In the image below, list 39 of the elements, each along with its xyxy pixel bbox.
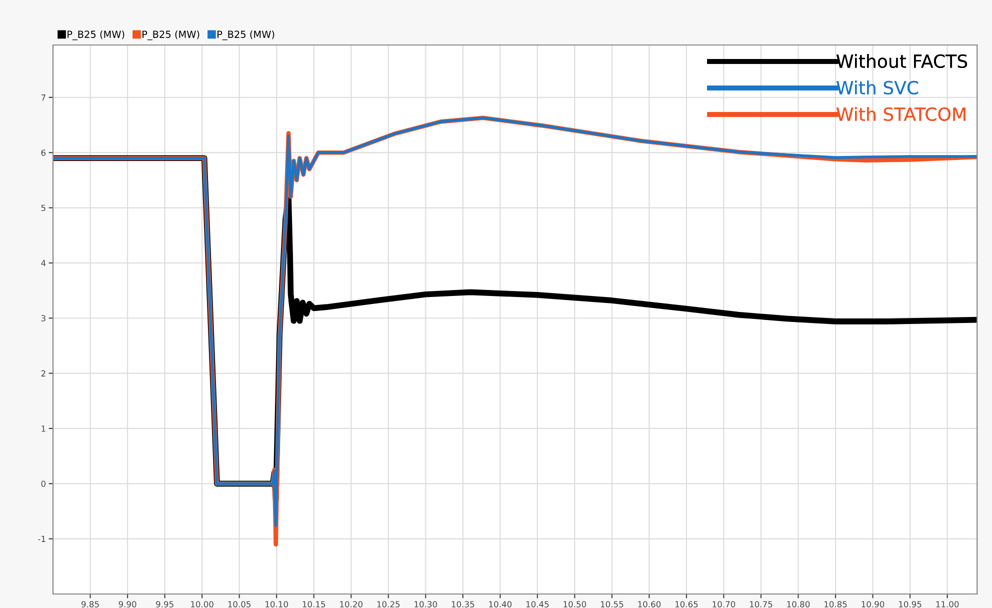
x-tick-label: 10.50 bbox=[564, 601, 586, 608]
x-tick-label: 10.60 bbox=[638, 601, 661, 608]
x-tick-label: 11.00 bbox=[936, 601, 959, 608]
x-tick-label: 10.00 bbox=[191, 601, 214, 608]
x-tick-label: 10.55 bbox=[600, 601, 624, 608]
y-tick-label: 0 bbox=[41, 480, 46, 487]
legend-label: P_B25 (MW) bbox=[142, 30, 200, 40]
x-tick-label: 10.20 bbox=[340, 601, 362, 608]
y-tick-label: 2 bbox=[41, 370, 46, 376]
y-tick-label: 1 bbox=[42, 426, 46, 432]
x-tick-label: 10.30 bbox=[414, 601, 438, 608]
y-tick-label: 4 bbox=[41, 260, 46, 266]
annotation: With SVC bbox=[836, 80, 918, 95]
x-tick-label: 10.40 bbox=[489, 601, 512, 608]
legend-label: P_B25 (MW) bbox=[218, 30, 274, 40]
x-tick-label: 10.25 bbox=[377, 601, 400, 608]
annotation: Without FACTS bbox=[836, 54, 968, 68]
y-tick-label: 5 bbox=[41, 204, 46, 212]
x-tick-label: 10.70 bbox=[712, 601, 736, 608]
x-tick-label: 10.45 bbox=[526, 601, 549, 608]
x-tick-label: 10.10 bbox=[266, 601, 288, 608]
x-tick-label: 10.05 bbox=[228, 601, 251, 608]
annotation: With STATCOM bbox=[836, 107, 966, 122]
y-tick-label: 6 bbox=[41, 150, 46, 156]
x-tick-label: 10.90 bbox=[862, 601, 884, 608]
y-tick-label: 3 bbox=[41, 315, 46, 322]
legend-label: P_B25 (MW) bbox=[68, 30, 124, 40]
x-tick-label: 10.95 bbox=[899, 601, 922, 608]
y-tick-label: -1 bbox=[38, 536, 46, 542]
x-tick-label: 10.80 bbox=[787, 601, 810, 608]
x-tick-label: 10.85 bbox=[824, 601, 847, 608]
y-tick-label: 7 bbox=[41, 94, 46, 101]
x-tick-label: 9.90 bbox=[118, 601, 136, 608]
x-tick-label: 10.15 bbox=[302, 601, 326, 608]
x-tick-label: 10.65 bbox=[675, 601, 698, 608]
x-tick-label: 9.95 bbox=[156, 601, 174, 608]
x-tick-label: 10.75 bbox=[750, 601, 772, 608]
x-tick-label: 9.85 bbox=[82, 601, 99, 608]
x-tick-label: 10.35 bbox=[452, 601, 474, 608]
